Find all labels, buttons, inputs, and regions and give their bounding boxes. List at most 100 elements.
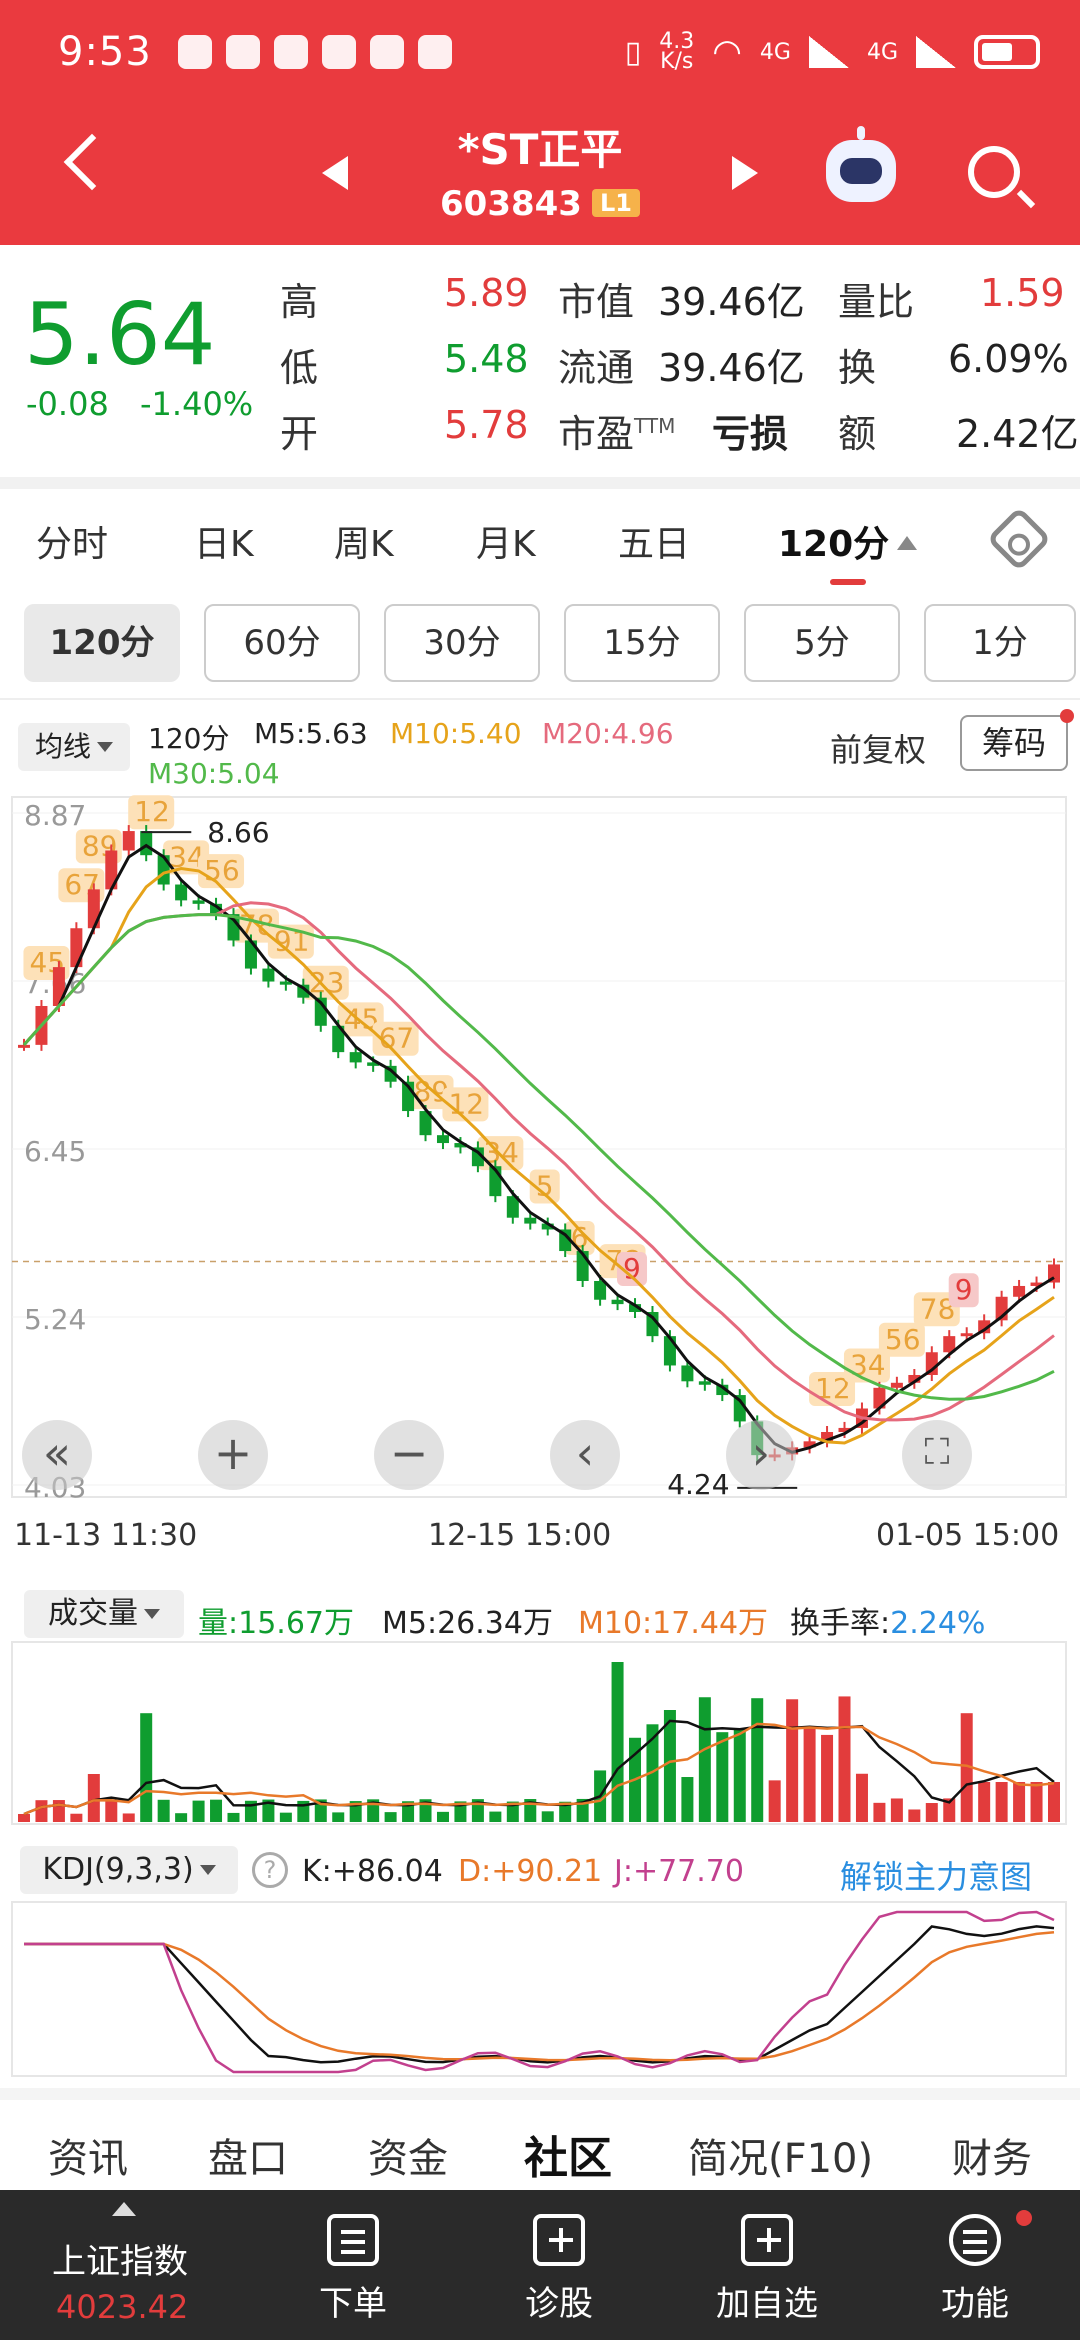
candle [873, 1387, 886, 1409]
robot-assistant-icon[interactable] [826, 126, 896, 202]
volume-bar [18, 1814, 30, 1822]
td-label: 34 [850, 1349, 886, 1382]
volume-bar [960, 1713, 973, 1822]
low-annotation: 4.24 [667, 1468, 729, 1501]
volume-bar [87, 1774, 100, 1822]
candle [506, 1196, 519, 1218]
volume-bar [192, 1800, 205, 1822]
level-badge[interactable]: L1 [591, 189, 640, 217]
tab-weekly-k[interactable]: 周K [334, 524, 394, 565]
td-badge [878, 1322, 925, 1357]
add-watchlist-button[interactable]: 加自选 [692, 2190, 842, 2340]
fullscreen-icon[interactable]: ⛶ [902, 1420, 972, 1490]
kdj-j: J:+77.70 [614, 1854, 744, 1889]
section-divider [0, 698, 1080, 700]
menu-icon [949, 2214, 1001, 2266]
price-adjust-label[interactable]: 前复权 [830, 731, 927, 769]
kdj-legend: KDJ(9,3,3) ? K:+86.04 D:+90.21 J:+77.70 … [0, 1842, 1080, 1898]
unlock-intent-link[interactable]: 解锁主力意图 [840, 1858, 1033, 1896]
volume-bar [1030, 1782, 1043, 1822]
tab-news[interactable]: 资讯 [48, 2136, 128, 2182]
next-stock-icon[interactable] [732, 156, 758, 190]
add-icon [741, 2214, 793, 2266]
volume-type-select[interactable]: 成交量 [24, 1590, 184, 1638]
volume-chart[interactable] [0, 1640, 1080, 1830]
app-notification-icon [321, 35, 356, 69]
scroll-right-button[interactable]: › [726, 1420, 796, 1490]
y-tick-label: 6.45 [24, 1135, 86, 1168]
kline-chart[interactable]: 8.877.666.455.244.03 4567891234567891234… [0, 795, 1080, 1510]
notification-dot [1016, 2210, 1032, 2226]
volume-bar [262, 1799, 275, 1822]
volume-m10: M10:17.44万 [578, 1606, 769, 1641]
volume-bar [978, 1782, 991, 1822]
zoom-out-button[interactable]: − [374, 1420, 444, 1490]
signal-icon [808, 36, 849, 68]
help-icon[interactable]: ? [252, 1852, 288, 1888]
td-label: 9 [623, 1252, 641, 1285]
period-button-5[interactable]: 5分 [744, 604, 900, 682]
volume-bar [995, 1782, 1008, 1822]
active-tab-indicator [830, 579, 866, 585]
tab-profile-f10[interactable]: 简况(F10) [688, 2136, 874, 2182]
volume-bar [681, 1777, 694, 1822]
scroll-left-button[interactable]: ‹ [550, 1420, 620, 1490]
tab-finance[interactable]: 财务 [952, 2136, 1032, 2182]
volume-bar [1013, 1782, 1026, 1822]
period-button-1[interactable]: 1分 [924, 604, 1076, 682]
ma-type-select[interactable]: 均线 [18, 723, 130, 771]
app-notification-icon [225, 35, 260, 69]
kdj-chart[interactable] [0, 1900, 1080, 2080]
previous-stock-icon[interactable] [322, 156, 348, 190]
minute-period-buttons: 120分 60分 30分 15分 5分 1分 [0, 604, 1080, 684]
period-button-120[interactable]: 120分 [24, 604, 180, 682]
diagnose-button[interactable]: 诊股 [484, 2190, 634, 2340]
tab-intraday[interactable]: 分时 [36, 524, 109, 565]
tab-five-day[interactable]: 五日 [618, 524, 691, 565]
candle [803, 1441, 816, 1448]
signal-label: 4G [866, 39, 898, 65]
index-value: 4023.42 [56, 2288, 189, 2326]
tab-funds[interactable]: 资金 [368, 2136, 448, 2182]
tab-community[interactable]: 社区 [524, 2133, 612, 2184]
candle [122, 831, 135, 851]
zoom-in-button[interactable]: + [198, 1420, 268, 1490]
td-label: 12 [134, 795, 170, 828]
candle [349, 1052, 362, 1063]
period-button-30[interactable]: 30分 [384, 604, 540, 682]
wifi-icon: ◠ [712, 32, 742, 72]
tab-daily-k[interactable]: 日K [194, 524, 254, 565]
functions-button[interactable]: 功能 [900, 2190, 1050, 2340]
order-icon [327, 2214, 379, 2266]
tab-120min[interactable]: 120分 [778, 515, 918, 567]
volume-bar [35, 1800, 48, 1822]
candle [18, 1044, 30, 1048]
tab-monthly-k[interactable]: 月K [476, 524, 536, 565]
app-notification-icon [273, 35, 308, 69]
rewind-button[interactable]: « [22, 1420, 92, 1490]
chevron-down-icon [199, 1865, 216, 1875]
candle [960, 1333, 973, 1337]
signal-label: 4G [759, 39, 791, 65]
period-button-60[interactable]: 60分 [204, 604, 360, 682]
app-notification-icon [369, 35, 404, 69]
low-label: 低 [280, 346, 319, 390]
volume-bar [821, 1734, 834, 1822]
tab-order-book[interactable]: 盘口 [208, 2136, 288, 2182]
period-button-15[interactable]: 15分 [564, 604, 720, 682]
search-icon[interactable] [968, 146, 1020, 198]
candle [524, 1217, 537, 1224]
volume-bar [873, 1802, 886, 1822]
kdj-type-select[interactable]: KDJ(9,3,3) [20, 1846, 238, 1894]
high-label: 高 [280, 280, 319, 324]
ma-m30: M30:5.04 [148, 757, 280, 790]
candle [838, 1427, 851, 1433]
pe-label: 市盈TTM [558, 412, 676, 456]
order-button[interactable]: 下单 [278, 2190, 428, 2340]
chips-button[interactable]: 筹码 [960, 715, 1068, 771]
volume-bar [384, 1812, 397, 1822]
td-label: 5 [536, 1169, 554, 1202]
volume-bar [925, 1803, 938, 1822]
volume-bar [803, 1726, 816, 1822]
td-label: 67 [379, 1022, 415, 1055]
